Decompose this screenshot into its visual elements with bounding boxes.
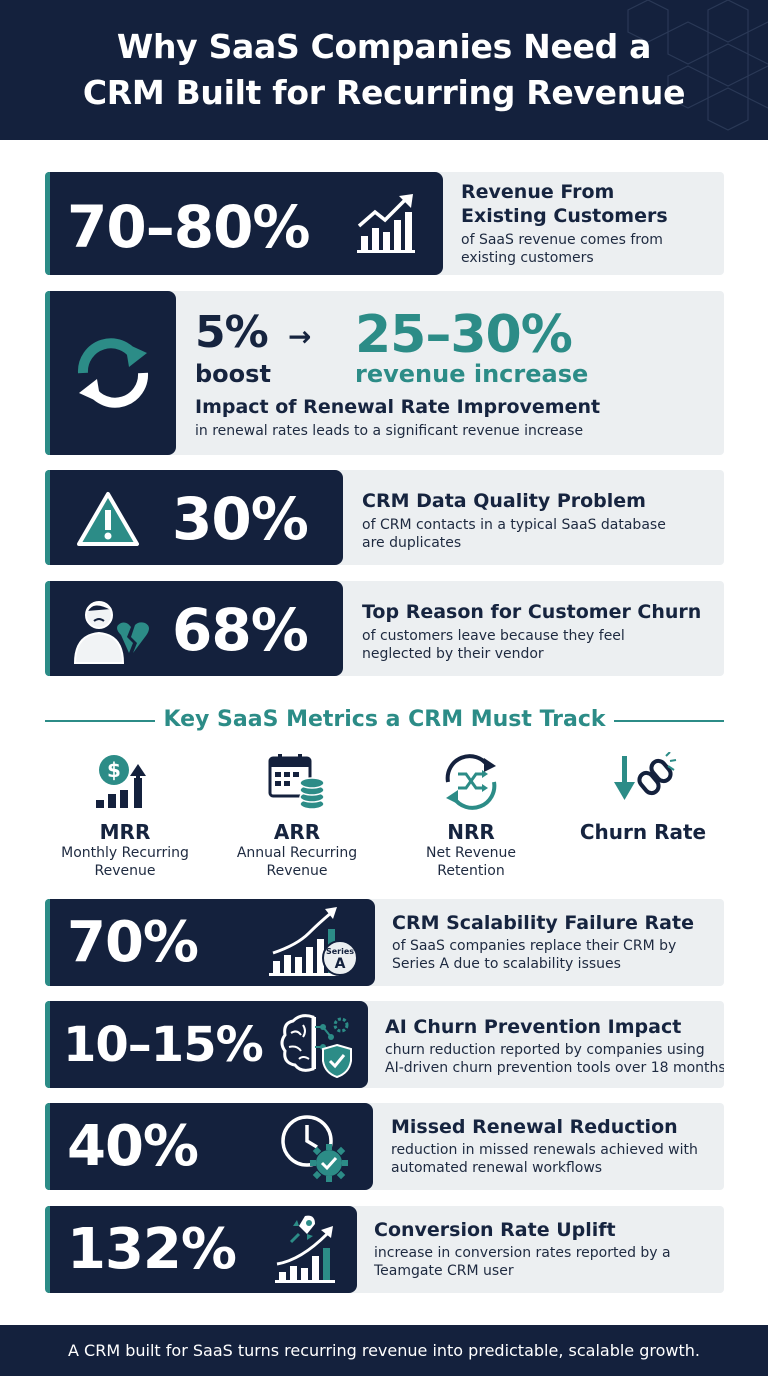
stat-desc-2: are duplicates [362, 535, 462, 551]
stat-card-missed-renewal: 40% Missed Renewal Reduction reduction i… [45, 1103, 724, 1190]
divider-right [614, 720, 724, 722]
stat-desc: of customers leave because they feel [362, 628, 625, 644]
icon-panel [45, 291, 176, 455]
metric-nrr: NRR Net Revenue Retention [386, 752, 556, 880]
title-line-1: Why SaaS Companies Need a [116, 27, 652, 66]
metric-label-2: Retention [437, 863, 505, 879]
stat-card-churn-reason: 68% Top Reason for Customer Churn of cus… [45, 581, 724, 676]
stat-title: Missed Renewal Reduction [391, 1116, 678, 1138]
stat-desc-2: neglected by their vendor [362, 646, 544, 662]
stat-desc-2: Series A due to scalability issues [392, 956, 621, 972]
stat-value: 30% [172, 485, 309, 553]
arrow-icon: → [288, 320, 312, 353]
stat-title: Impact of Renewal Rate Improvement [195, 396, 601, 418]
stat-card-ai-churn: 10–15% AI Churn Prevention Impact churn … [45, 1001, 724, 1088]
stat-title: CRM Scalability Failure Rate [392, 912, 694, 934]
stat-desc-2: AI-driven churn prevention tools over 18… [385, 1060, 724, 1076]
metric-label: Annual Recurring [236, 845, 358, 861]
metric-name: NRR [447, 820, 495, 844]
stat-value: 68% [172, 596, 309, 664]
stat-title-2: Existing Customers [461, 205, 668, 227]
stat-desc-2: Teamgate CRM user [374, 1263, 514, 1279]
value-to: 25–30% [355, 305, 573, 365]
clock-gear-icon [281, 1115, 348, 1182]
title-line-2: CRM Built for Recurring Revenue [82, 73, 686, 112]
stat-card-existing-customers: 70–80% Revenue From Existing Customers o… [45, 172, 724, 275]
stat-desc: churn reduction reported by companies us… [385, 1042, 705, 1058]
stat-desc: in renewal rates leads to a significant … [195, 423, 584, 439]
badge-text-a: A [335, 956, 346, 972]
stat-card-scalability: 70% Series A CRM Scalability Failure Rat… [45, 899, 724, 986]
growth-chart-series-a-icon: Series A [269, 907, 358, 976]
divider-left [45, 720, 155, 722]
footer-text: A CRM built for SaaS turns recurring rev… [68, 1341, 700, 1360]
metric-label: Net Revenue [426, 845, 516, 861]
stat-desc-2: existing customers [461, 250, 594, 266]
metric-churn-rate: Churn Rate [558, 751, 728, 844]
metric-name: MRR [99, 820, 151, 844]
hexagon-pattern-icon [627, 0, 768, 131]
metric-name: ARR [273, 820, 321, 844]
stat-desc: of SaaS revenue comes from [461, 232, 663, 248]
stat-value: 70% [67, 910, 199, 975]
stat-card-conversion: 132% Conversion Rate Uplift increase in … [45, 1206, 724, 1293]
rocket-chart-icon [275, 1215, 335, 1283]
stat-panel [45, 172, 443, 275]
refresh-icon [77, 338, 149, 408]
metric-name: Churn Rate [579, 820, 707, 844]
stat-title: Revenue From [461, 181, 615, 203]
stat-title: AI Churn Prevention Impact [385, 1016, 682, 1038]
metric-mrr: $ MRR Monthly Recurring Revenue [40, 752, 210, 880]
sad-customer-broken-heart-icon [73, 601, 149, 664]
broken-chain-icon [614, 751, 677, 800]
badge-text-series: Series [326, 947, 354, 956]
stat-card-renewal-impact: 5% boost → 25–30% revenue increase Impac… [45, 291, 724, 455]
stat-value: 10–15% [63, 1017, 264, 1073]
stat-value: 70–80% [67, 193, 311, 261]
warning-icon [77, 492, 139, 546]
brain-shield-icon [280, 1014, 352, 1079]
dollar-chart-icon: $ [96, 755, 146, 808]
calendar-coins-icon [268, 754, 325, 810]
metrics-section-header: Key SaaS Metrics a CRM Must Track [45, 705, 724, 735]
stat-card-data-quality: 30% CRM Data Quality Problem of CRM cont… [45, 470, 724, 565]
stat-desc: increase in conversion rates reported by… [374, 1245, 671, 1261]
metric-label: Monthly Recurring [61, 845, 189, 861]
value-from-label: boost [195, 360, 271, 388]
stat-desc: of SaaS companies replace their CRM by [392, 938, 677, 954]
bar-chart-growth-icon [357, 194, 415, 253]
stat-value: 132% [67, 1217, 237, 1282]
value-from: 5% [195, 307, 269, 358]
stat-desc: of CRM contacts in a typical SaaS databa… [362, 517, 666, 533]
page-title: Why SaaS Companies Need a CRM Built for … [0, 24, 768, 116]
stat-title: Top Reason for Customer Churn [362, 601, 702, 623]
stat-desc-2: automated renewal workflows [391, 1160, 603, 1176]
page-footer: A CRM built for SaaS turns recurring rev… [0, 1325, 768, 1376]
metric-label-2: Revenue [94, 863, 156, 879]
stat-title: CRM Data Quality Problem [362, 490, 646, 512]
stat-desc: reduction in missed renewals achieved wi… [391, 1142, 698, 1158]
page-header: Why SaaS Companies Need a CRM Built for … [0, 0, 768, 140]
value-to-label: revenue increase [355, 360, 589, 388]
metrics-section-title: Key SaaS Metrics a CRM Must Track [163, 707, 606, 732]
metric-label-2: Revenue [266, 863, 328, 879]
svg-text:$: $ [107, 758, 121, 782]
shuffle-cycle-icon [445, 754, 497, 810]
stat-value: 40% [67, 1114, 199, 1179]
stat-title: Conversion Rate Uplift [374, 1219, 616, 1241]
metric-arr: ARR Annual Recurring Revenue [212, 752, 382, 880]
